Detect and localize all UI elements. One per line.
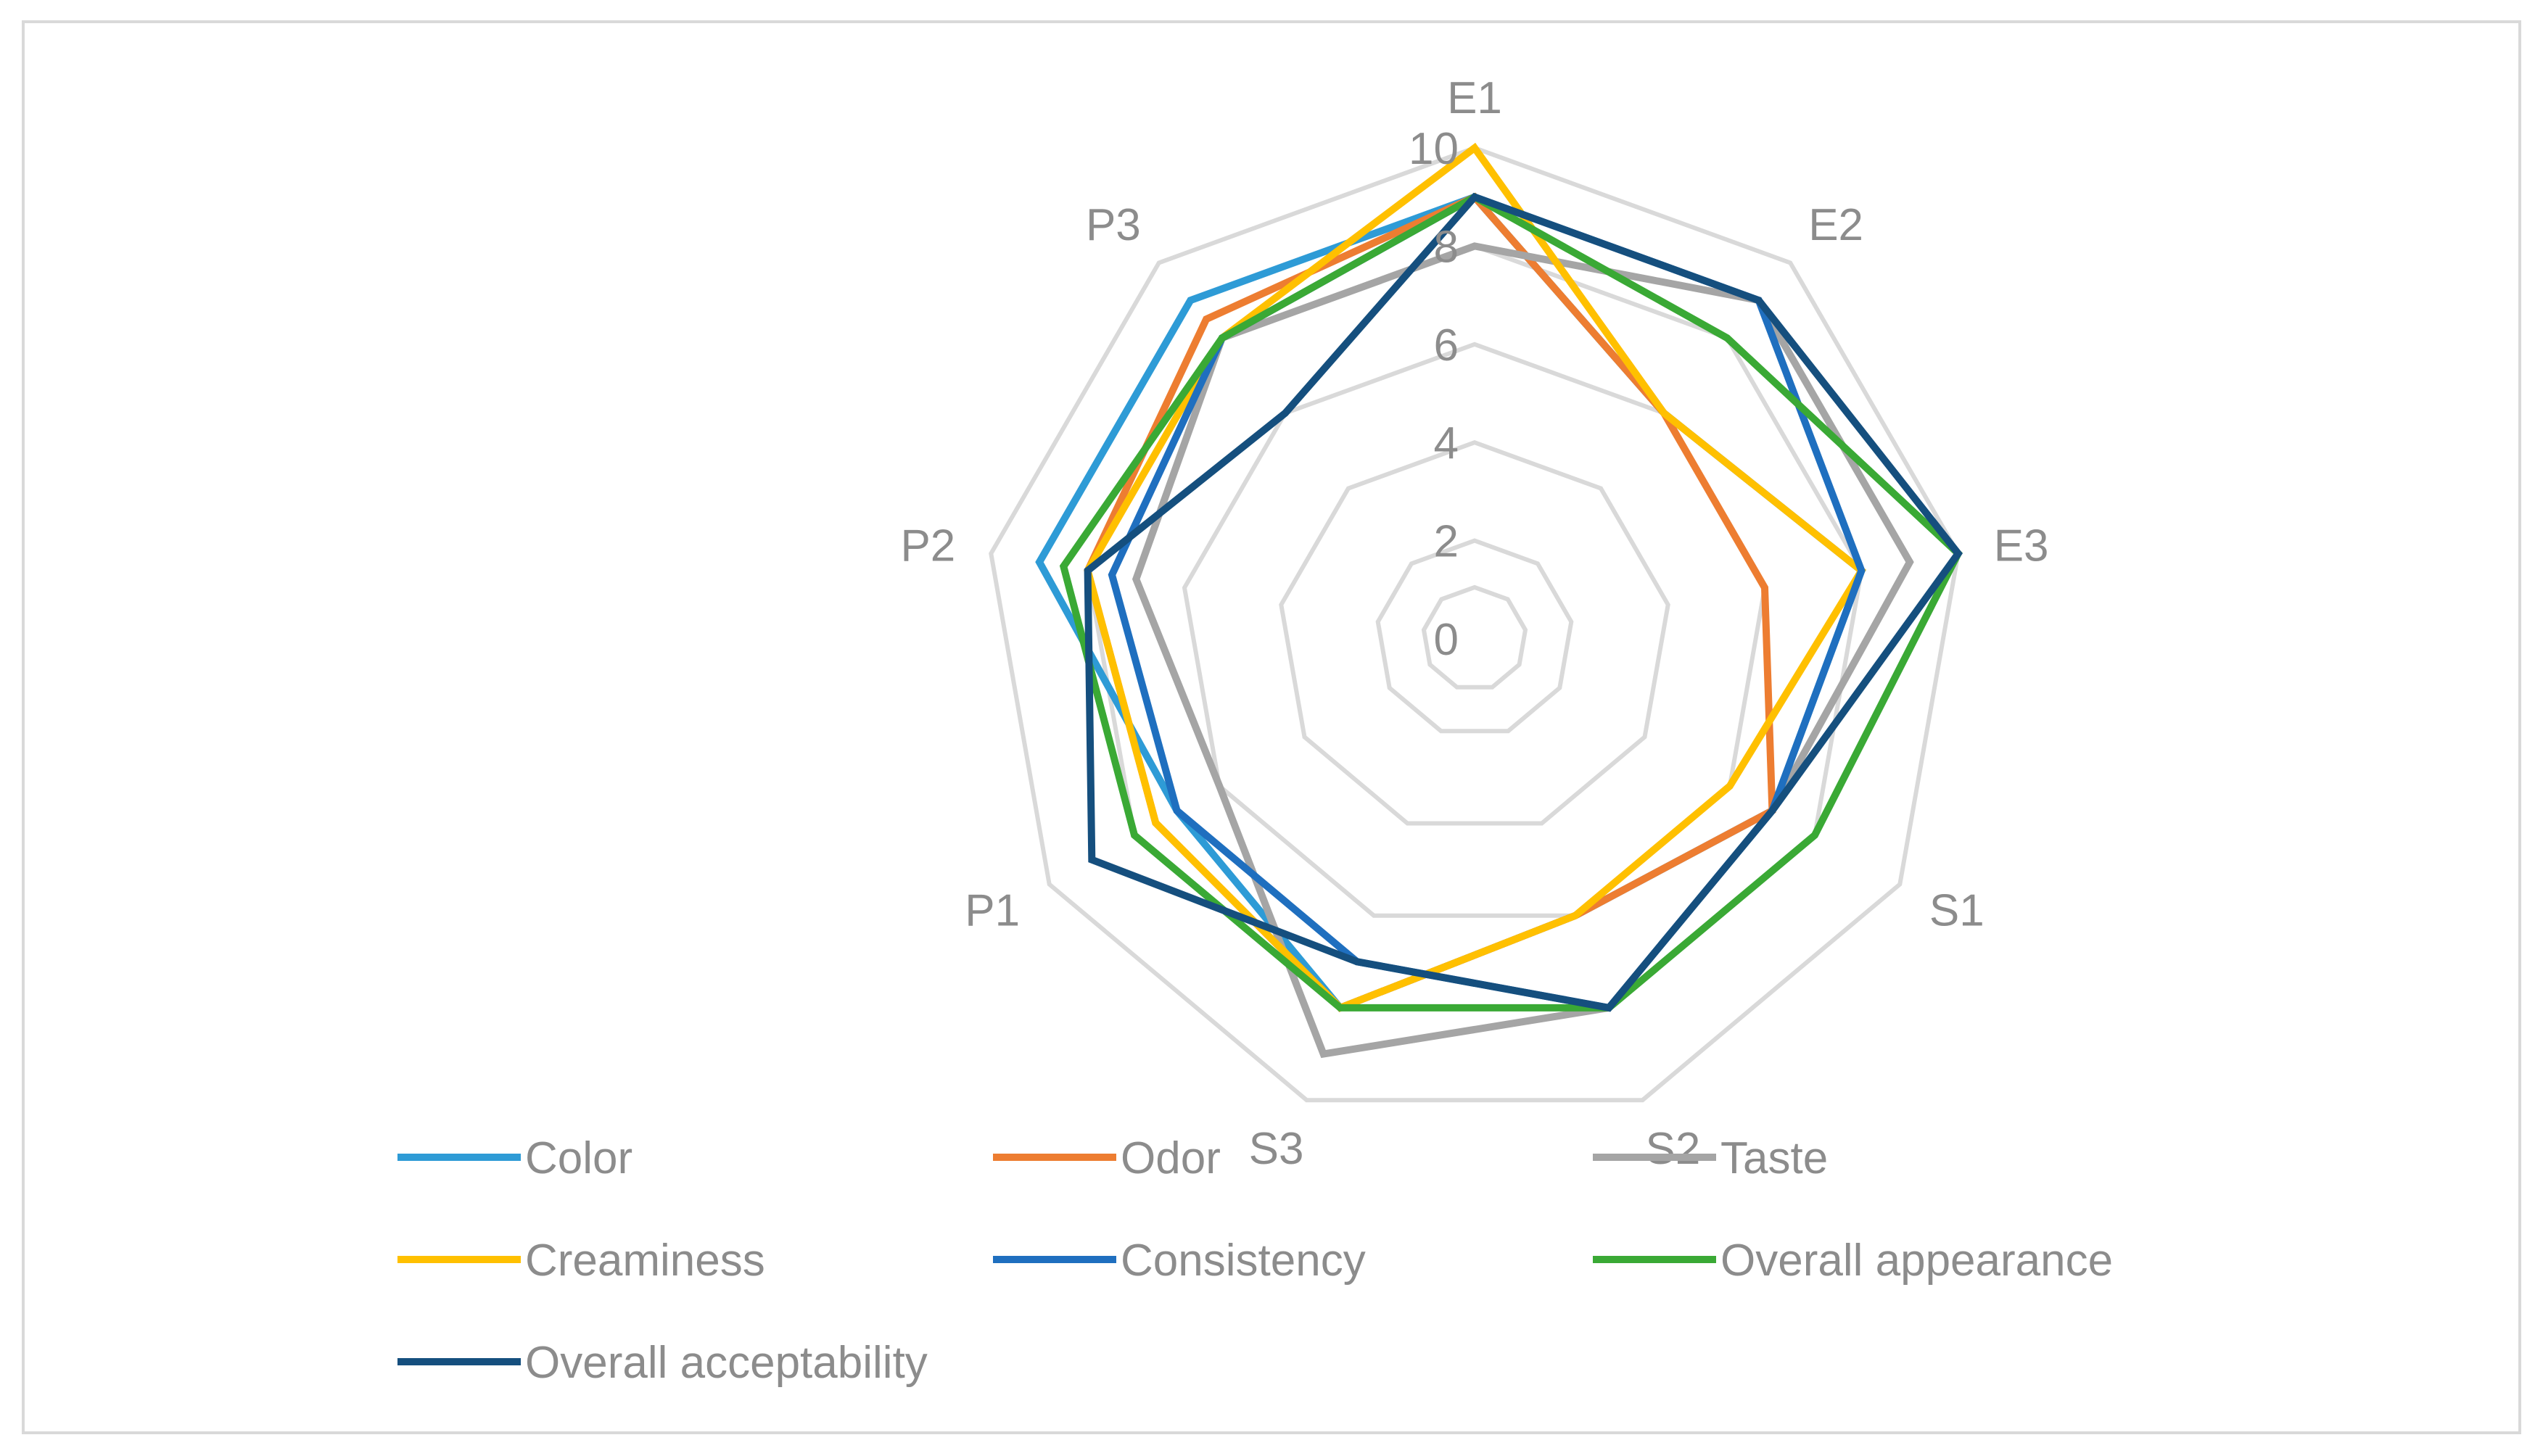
legend-label: Consistency [1121, 1236, 1366, 1286]
axis-label-s3: S3 [1249, 1124, 1304, 1174]
grid-ring-10 [989, 145, 1961, 1103]
series-layer [1035, 142, 1963, 1059]
radar-chart: E1 E2 E3 S1 S2 S3 P1 P2 P3 0 2 4 6 8 10 Color Odor Tast… [397, 73, 2113, 1388]
legend-item-color: Color [397, 1133, 632, 1183]
legend-label: Overall acceptability [525, 1338, 928, 1388]
legend-item-overall-acceptability: Overall acceptability [397, 1338, 928, 1388]
legend-label: Taste [1720, 1133, 1828, 1183]
grid-ring-0 [1421, 584, 1528, 690]
legend-item-creaminess: Creaminess [397, 1236, 765, 1286]
grid-ring-4 [1279, 440, 1670, 826]
tick-label-2: 2 [1434, 517, 1459, 567]
legend-label: Creaminess [525, 1236, 765, 1286]
tick-label-6: 6 [1434, 320, 1459, 371]
series-creaminess [1084, 142, 1866, 1012]
axis-label-layer: E1 E2 E3 S1 S2 S3 P1 P2 P3 [900, 73, 2048, 1174]
series-taste [1132, 242, 1914, 1059]
legend-item-odor: Odor [993, 1133, 1221, 1183]
legend-label: Overall appearance [1720, 1236, 2113, 1286]
axis-label-s2: S2 [1646, 1124, 1701, 1174]
chart-frame: E1 E2 E3 S1 S2 S3 P1 P2 P3 0 2 4 6 8 10 Color Odor Tast… [22, 20, 2521, 1434]
tick-label-4: 4 [1434, 418, 1459, 468]
axis-label-e2: E2 [1808, 200, 1863, 250]
series-overall-appearance [1059, 192, 1963, 1012]
series-overall-acceptability [1084, 192, 1963, 1012]
legend-item-taste: Taste [1593, 1133, 1828, 1183]
tick-label-10: 10 [1409, 124, 1459, 174]
legend-label: Color [525, 1133, 632, 1183]
grid-ring-2 [1375, 538, 1574, 734]
tick-label-0: 0 [1434, 615, 1459, 665]
tick-label-8: 8 [1434, 222, 1459, 272]
axis-label-e3: E3 [1994, 521, 2049, 571]
axis-label-p2: P2 [900, 521, 955, 571]
axis-label-s1: S1 [1929, 886, 1984, 936]
tick-label-layer: 0 2 4 6 8 10 [1409, 124, 1459, 665]
axis-label-e1: E1 [1447, 73, 1502, 123]
axis-label-p3: P3 [1086, 200, 1141, 250]
legend: Color Odor Taste Creaminess Consistency Overa… [397, 1133, 2113, 1388]
legend-item-consistency: Consistency [993, 1236, 1366, 1286]
legend-item-overall-appearance: Overall appearance [1593, 1236, 2113, 1286]
axis-label-p1: P1 [965, 886, 1020, 936]
legend-label: Odor [1121, 1133, 1221, 1183]
